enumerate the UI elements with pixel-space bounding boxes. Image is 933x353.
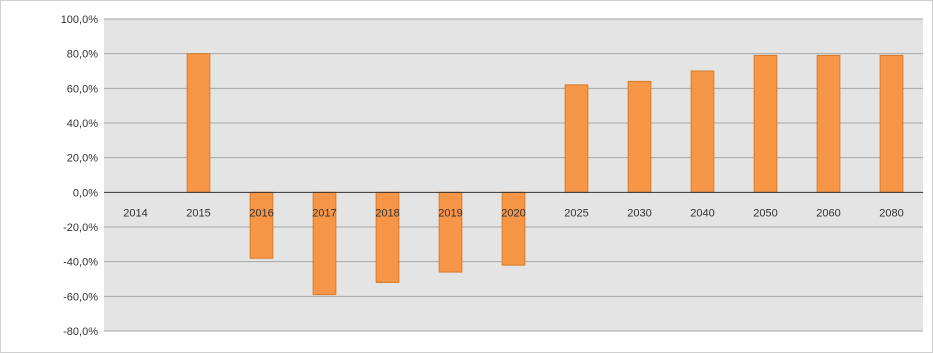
plot-area [104,19,923,331]
bar-2060 [816,54,841,193]
x-tick-label-2019: 2019 [438,207,462,219]
bar-2080 [879,54,904,193]
bars [186,53,904,296]
bar-2040 [690,70,715,193]
x-tick-label-2020: 2020 [501,207,525,219]
x-tick-label-2014: 2014 [123,207,147,219]
x-tick-label-2080: 2080 [879,207,903,219]
y-tick-label: -80,0% [63,326,98,338]
bar-2050 [753,54,778,193]
y-tick-label: 60,0% [67,83,98,95]
y-tick-label: 0,0% [73,187,98,199]
x-tick-label-2025: 2025 [564,207,588,219]
x-tick-label-2018: 2018 [375,207,399,219]
y-tick-label: 20,0% [67,153,98,165]
bar-2030 [627,80,652,193]
y-tick-label: 40,0% [67,118,98,130]
y-tick-label: 100,0% [61,14,99,26]
x-tick-label-2040: 2040 [690,207,714,219]
x-axis-ticks: 2014 2015 2016 2017 2018 2019 2020 2025 2030 2040… [123,207,903,219]
bar-2019 [438,191,463,273]
bar-2018 [375,191,400,283]
y-tick-label: 80,0% [67,49,98,61]
y-tick-label: -40,0% [63,257,98,269]
x-tick-label-2015: 2015 [186,207,210,219]
x-tick-label-2030: 2030 [627,207,651,219]
bar-2015 [186,53,211,193]
x-tick-label-2060: 2060 [816,207,840,219]
x-tick-label-2017: 2017 [312,207,336,219]
y-tick-label: -20,0% [63,222,98,234]
bar-2020 [501,191,526,266]
x-tick-label-2016: 2016 [249,207,273,219]
y-axis-ticks: 100,0% 80,0% 60,0% 40,0% 20,0% 0,0% -20,0% -40,… [61,14,99,338]
bar-2025 [564,84,589,193]
bar-2016 [249,191,274,259]
y-tick-label: -60,0% [63,291,98,303]
x-tick-label-2050: 2050 [753,207,777,219]
